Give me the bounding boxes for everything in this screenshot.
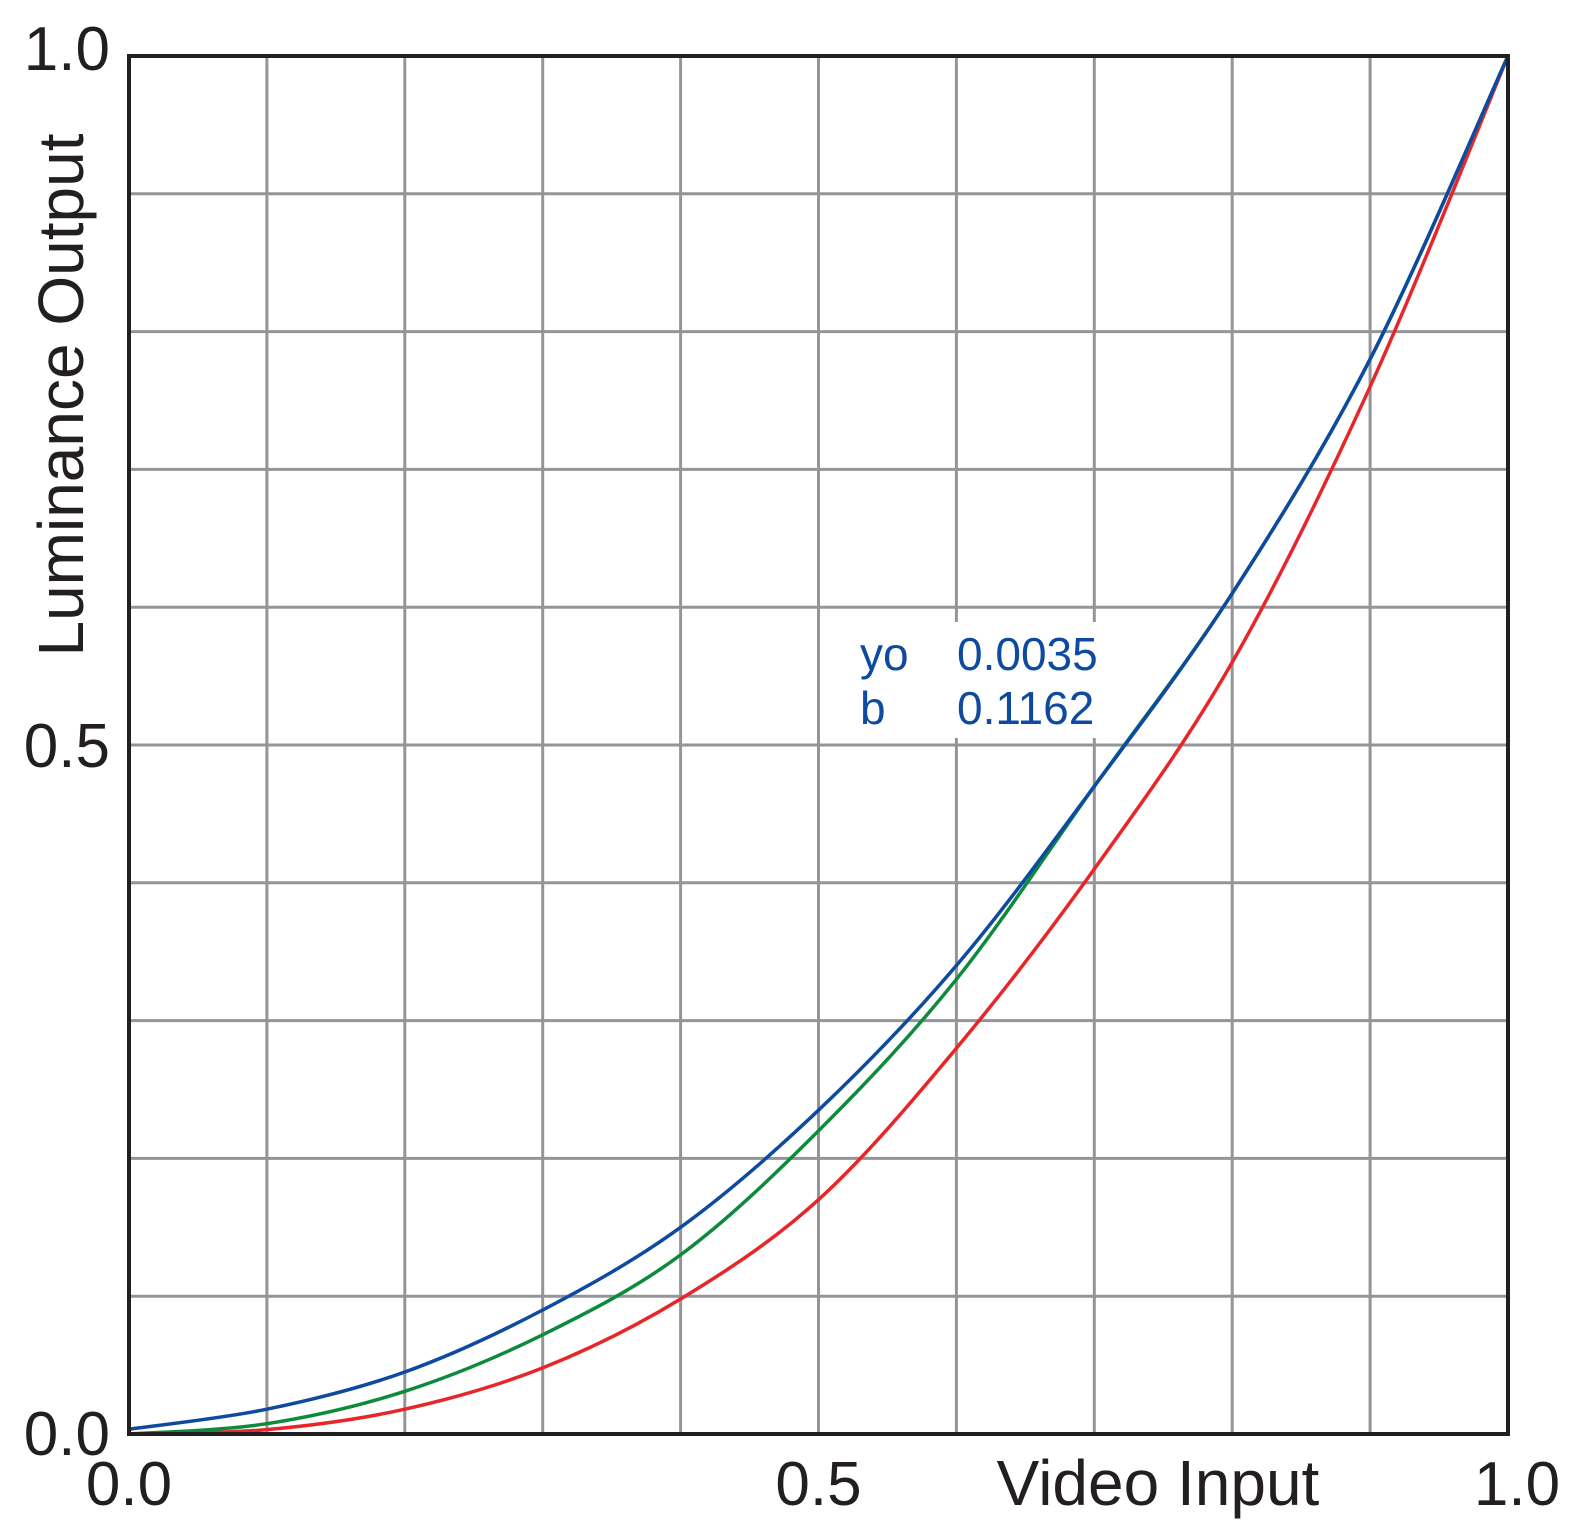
- series-group: [128, 55, 1510, 1436]
- x-tick-label-1: 1.0: [1474, 1450, 1560, 1519]
- y-tick-label-1: 1.0: [24, 15, 110, 84]
- grid: [129, 56, 1508, 1434]
- x-axis-title: Video Input: [997, 1447, 1320, 1519]
- y-tick-label-0: 0.0: [24, 1400, 110, 1469]
- annotation-background: [852, 622, 1124, 738]
- annotation-value-b: 0.1162: [957, 682, 1094, 734]
- y-tick-label-0-5: 0.5: [24, 712, 110, 781]
- plot-frame: [127, 54, 1510, 1436]
- series-line-3: [128, 55, 1510, 1431]
- x-tick-label-0: 0.0: [86, 1450, 172, 1519]
- annotation-label-yo: yo: [860, 628, 909, 680]
- annotation-value-yo: 0.0035: [957, 628, 1098, 680]
- y-axis-title: Luminance Output: [25, 133, 97, 656]
- annotation-label-b: b: [860, 682, 886, 734]
- x-tick-label-0-5: 0.5: [775, 1450, 861, 1519]
- series-line-1: [128, 55, 1510, 1436]
